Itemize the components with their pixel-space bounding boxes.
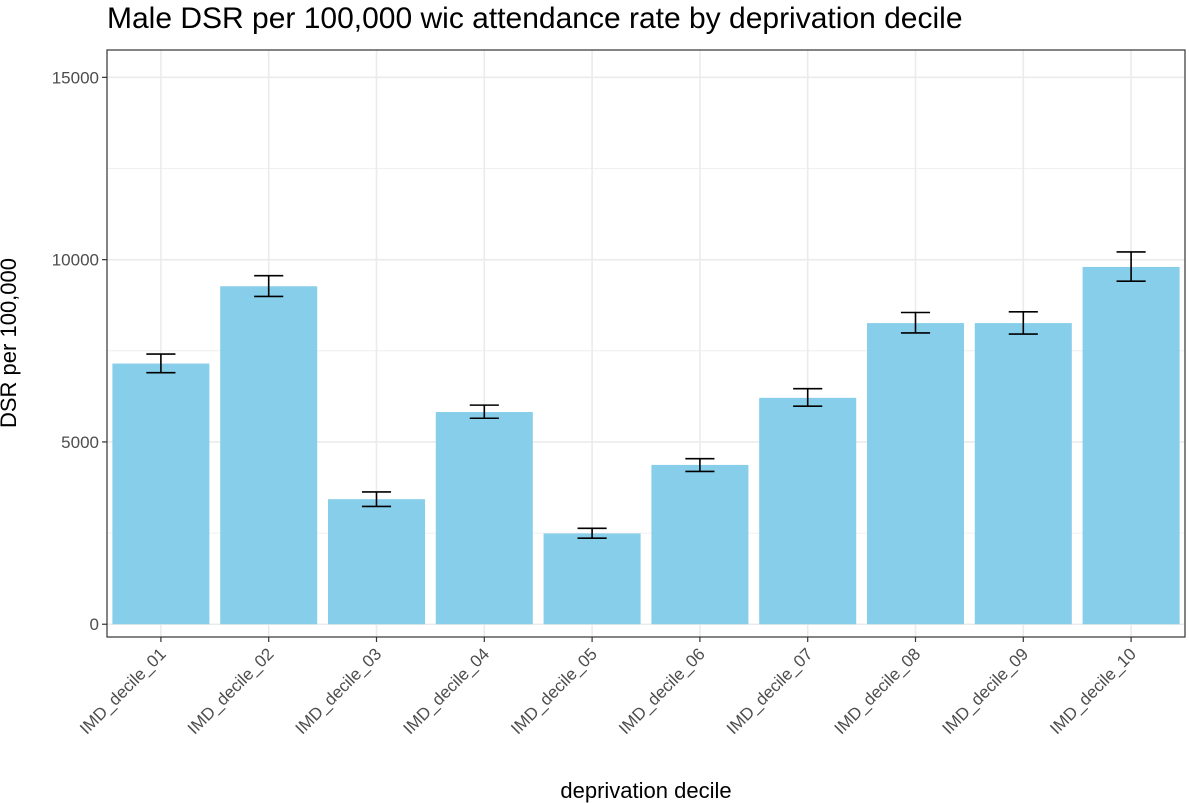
y-tick-label: 5000 [61, 433, 99, 452]
error-bars [146, 251, 1146, 539]
bar [1082, 266, 1180, 625]
error-bar [900, 311, 931, 334]
chart-title: Male DSR per 100,000 wic attendance rate… [107, 2, 963, 35]
bar [435, 412, 533, 625]
x-tick-label: IMD_decile_05 [507, 644, 601, 738]
x-tick-label: IMD_decile_08 [831, 644, 925, 738]
x-tick-label: IMD_decile_02 [184, 644, 278, 738]
error-bar [793, 387, 823, 408]
error-bar [577, 527, 607, 539]
error-bar [1008, 310, 1038, 335]
y-tick-label: 10000 [52, 251, 99, 270]
x-tick-label: IMD_decile_01 [76, 644, 170, 738]
bar [543, 533, 641, 625]
x-tick-label: IMD_decile_06 [615, 644, 709, 738]
x-tick-label: IMD_decile_07 [723, 644, 817, 738]
bar [220, 286, 318, 625]
error-bar [361, 491, 392, 508]
x-axis-title: deprivation decile [560, 778, 731, 803]
x-tick-label: IMD_decile_03 [292, 644, 386, 738]
y-tick-label: 0 [90, 615, 99, 634]
error-bar [146, 353, 176, 374]
x-tick-label: IMD_decile_10 [1046, 644, 1140, 738]
y-axis-ticks: 0 5000 10000 15000 [52, 68, 107, 634]
bars [112, 266, 1180, 625]
bar [866, 323, 965, 625]
bar [974, 323, 1072, 625]
error-bar [1116, 251, 1146, 282]
x-tick-label: IMD_decile_04 [400, 644, 494, 738]
bar [327, 499, 426, 625]
error-bar [685, 457, 715, 473]
panel-border [106, 49, 1186, 638]
bar [112, 363, 210, 625]
bar [651, 464, 749, 625]
y-tick-label: 15000 [52, 68, 99, 87]
x-axis-ticks: IMD_decile_01 IMD_decile_02 IMD_decile_03 I… [76, 637, 1140, 738]
x-tick-label: IMD_decile_09 [939, 644, 1033, 738]
bar [759, 397, 857, 625]
error-bar [469, 404, 499, 420]
y-axis-title: DSR per 100,000 [0, 258, 21, 428]
error-bar [254, 274, 284, 298]
